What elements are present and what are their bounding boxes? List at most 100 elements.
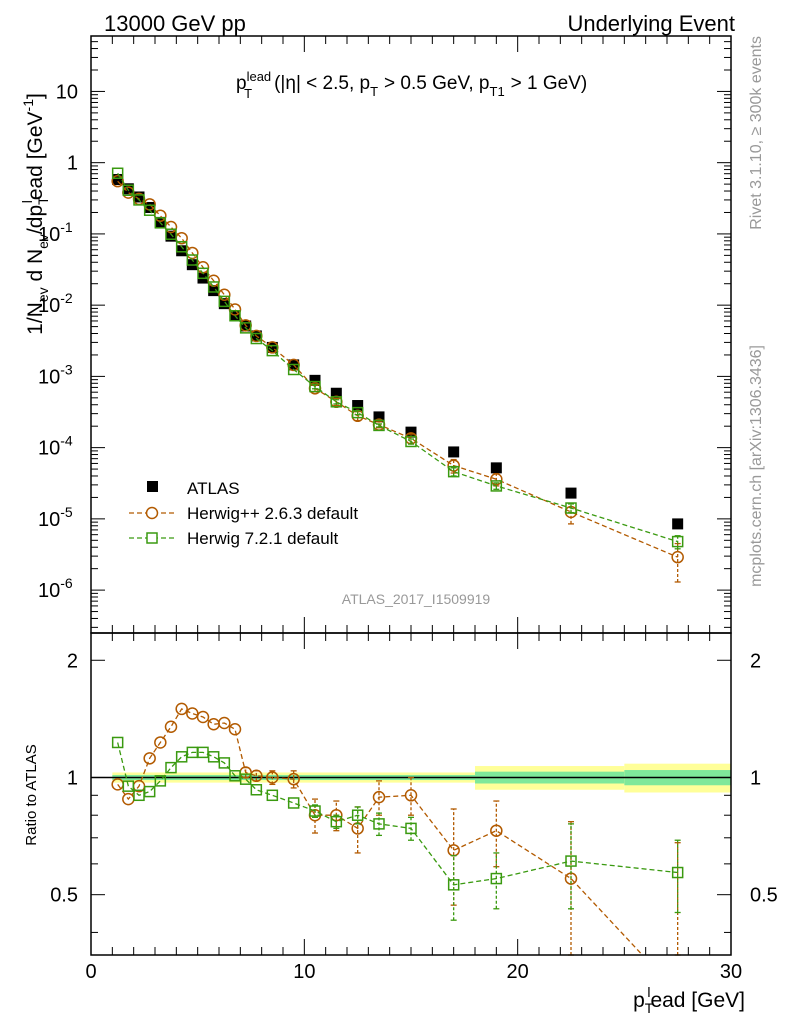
ratio-point-herwig721 [266,789,279,802]
ratio-point-herwig263 [154,736,167,749]
ratio-point-herwig263 [164,720,178,733]
main-point-herwig721 [197,267,209,280]
ratio-ytick-label-right: 1 [750,767,761,789]
main-ytick-labels: 10-6 10-5 10-4 10-3 10-2 10-1 1 10 [38,81,78,602]
ratio-point-herwig263 [196,710,210,724]
ratio-tick-labels: 0.5 0.51 12 20 10 20 30 [50,650,778,983]
main-point-herwig721 [175,241,188,253]
main-point-herwig721 [309,380,321,393]
main-point-herwig721 [351,406,364,419]
main-point-herwig263 [154,209,167,222]
ratio-point-herwig721 [165,761,177,774]
main-series-2 [111,167,684,550]
main-point-herwig721 [266,344,279,357]
ratio-point-herwig721 [111,736,124,749]
header-left-label: 13000 GeV pp [104,11,246,36]
main-point-herwig721 [122,184,135,197]
main-point-atlas [373,411,385,423]
ratio-ytick-label: 0.5 [50,885,78,907]
plot-title-sub3: T1 [490,84,505,99]
main-point-atlas [208,285,220,297]
main-point-herwig721 [218,295,231,308]
main-point-herwig263 [490,472,503,486]
legend-marker-atlas [147,481,158,492]
ratio-point-herwig721 [309,805,321,817]
main-point-atlas [165,230,177,242]
main-ytick-label: 10-5 [38,504,73,531]
main-point-herwig721 [207,281,220,293]
ratio-point-herwig721 [373,818,385,830]
ratio-point-herwig721 [671,866,684,879]
ratio-point-herwig263 [228,723,242,736]
ratio-point-herwig263 [490,824,503,837]
main-point-herwig263 [228,303,242,316]
main-point-atlas [672,518,684,530]
plot-title-sup: lead [247,69,272,84]
ratio-series-0 [111,702,681,956]
main-point-herwig721 [133,194,145,206]
ratio-point-herwig263 [186,707,199,720]
ratio-point-herwig721 [122,780,135,792]
main-point-atlas [218,298,230,310]
ratio-point-herwig721 [405,822,417,835]
main-ytick-label: 1 [67,153,78,175]
ratio-point-herwig263 [287,772,300,786]
ratio-point-herwig263 [143,752,156,765]
ratio-ytick-label-right: 2 [750,650,761,672]
ratio-ytick-label: 2 [67,650,78,672]
main-point-herwig721 [671,535,684,548]
plot-title-rest2: > 0.5 GeV, p [384,73,489,94]
ratio-point-herwig263 [372,790,386,804]
main-point-atlas [122,183,134,195]
main-point-herwig721 [447,465,460,478]
main-point-herwig263 [186,246,199,260]
ratio-xtick-label: 10 [293,961,315,983]
ratio-series-line [117,742,678,886]
main-point-herwig721 [143,204,156,216]
plot-title-rest3: > 1 GeV) [511,73,588,94]
main-point-herwig721 [250,332,263,345]
main-point-herwig721 [229,309,241,322]
main-point-herwig263 [111,174,124,188]
ratio-ytick-label: 1 [67,767,78,789]
ratio-point-herwig721 [250,784,263,796]
main-ytick-label: 10-2 [38,290,73,317]
ratio-xtick-label: 0 [85,961,96,983]
ratio-xlabel: pTlead [GeV] [633,984,745,1016]
ratio-series [111,702,684,956]
ratio-xtick-label: 30 [720,961,742,983]
main-ytick-label: 10-6 [38,575,73,602]
main-point-herwig263 [671,550,684,564]
main-point-herwig263 [239,319,252,332]
main-point-atlas [266,341,278,353]
main-point-herwig721 [111,167,124,180]
main-point-herwig263 [250,329,263,343]
main-point-herwig721 [154,217,167,229]
analysis-watermark: ATLAS_2017_I1509919 [342,591,491,607]
legend-label-atlas: ATLAS [187,479,240,498]
ratio-point-herwig721 [287,797,300,809]
main-series [111,167,684,583]
ratio-point-herwig721 [207,751,220,763]
ratio-point-herwig721 [143,785,156,798]
main-ytick-label: 10-3 [38,361,73,388]
main-point-herwig721 [330,396,343,408]
main-point-atlas [330,387,342,399]
main-point-atlas [176,245,188,257]
header-right-label: Underlying Event [567,11,735,36]
ratio-point-herwig721 [565,855,577,867]
mcplots-label: mcplots.cern.ch [arXiv:1306.3436] [748,345,765,587]
rivet-version-label: Rivet 3.1.10, ≥ 300k events [748,36,765,230]
main-point-atlas [565,487,577,499]
main-ytick-label: 10-4 [38,433,73,460]
ratio-point-herwig263 [175,702,188,716]
main-point-atlas [144,201,156,213]
ratio-point-herwig721 [330,815,343,828]
ratio-ytick-label-right: 0.5 [750,885,778,907]
main-point-herwig721 [565,502,577,514]
ratio-xtick-label: 20 [507,961,529,983]
legend-marker-herwig263 [145,506,159,520]
ratio-ylabel: Ratio to ATLAS [23,744,40,845]
legend: ATLAS Herwig++ 2.6.3 default Herwig 7.2.… [129,479,358,548]
